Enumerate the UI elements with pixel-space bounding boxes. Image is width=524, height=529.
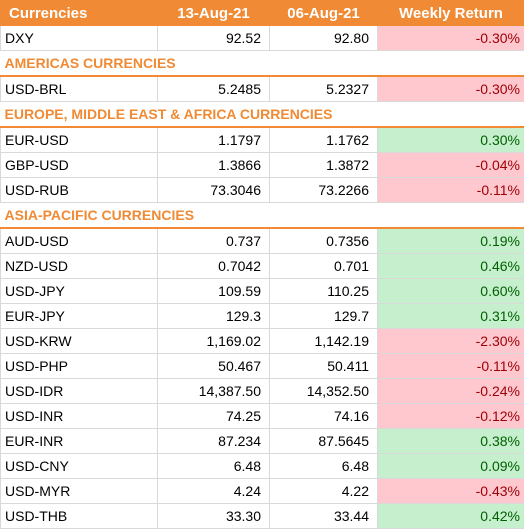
previous-rate: 1.1762: [270, 127, 378, 153]
current-rate: 1.3866: [158, 153, 270, 178]
previous-rate: 33.44: [270, 504, 378, 529]
current-rate: 33.30: [158, 504, 270, 529]
weekly-return: -0.04%: [378, 153, 524, 178]
current-rate: 73.3046: [158, 178, 270, 203]
previous-rate: 50.411: [270, 354, 378, 379]
current-rate: 0.737: [158, 228, 270, 254]
section-title: AMERICAS CURRENCIES: [1, 51, 524, 77]
weekly-return: -0.43%: [378, 479, 524, 504]
weekly-return: -2.30%: [378, 329, 524, 354]
current-rate: 92.52: [158, 26, 270, 51]
current-rate: 74.25: [158, 404, 270, 429]
current-rate: 0.7042: [158, 254, 270, 279]
previous-rate: 110.25: [270, 279, 378, 304]
currency-pair: USD-RUB: [1, 178, 158, 203]
section-header-row: AMERICAS CURRENCIES: [1, 51, 524, 77]
currency-pair: USD-MYR: [1, 479, 158, 504]
previous-rate: 0.7356: [270, 228, 378, 254]
previous-rate: 4.22: [270, 479, 378, 504]
currency-pair: USD-INR: [1, 404, 158, 429]
currency-pair: USD-JPY: [1, 279, 158, 304]
currency-pair: USD-PHP: [1, 354, 158, 379]
header-current-date: 13-Aug-21: [158, 1, 270, 26]
currency-pair: USD-CNY: [1, 454, 158, 479]
weekly-return: 0.30%: [378, 127, 524, 153]
previous-rate: 6.48: [270, 454, 378, 479]
weekly-return: 0.46%: [378, 254, 524, 279]
previous-rate: 129.7: [270, 304, 378, 329]
previous-rate: 87.5645: [270, 429, 378, 454]
current-rate: 1,169.02: [158, 329, 270, 354]
weekly-return: -0.24%: [378, 379, 524, 404]
currency-pair: USD-IDR: [1, 379, 158, 404]
current-rate: 1.1797: [158, 127, 270, 153]
weekly-return: 0.60%: [378, 279, 524, 304]
header-currencies: Currencies: [1, 1, 158, 26]
previous-rate: 0.701: [270, 254, 378, 279]
current-rate: 5.2485: [158, 76, 270, 102]
current-rate: 87.234: [158, 429, 270, 454]
current-rate: 50.467: [158, 354, 270, 379]
weekly-return: 0.31%: [378, 304, 524, 329]
current-rate: 109.59: [158, 279, 270, 304]
weekly-return: -0.12%: [378, 404, 524, 429]
currency-pair: USD-BRL: [1, 76, 158, 102]
currency-pair: USD-THB: [1, 504, 158, 529]
currency-pair: EUR-USD: [1, 127, 158, 153]
header-previous-date: 06-Aug-21: [270, 1, 378, 26]
weekly-return: -0.11%: [378, 178, 524, 203]
previous-rate: 1,142.19: [270, 329, 378, 354]
previous-rate: 74.16: [270, 404, 378, 429]
currency-pair: AUD-USD: [1, 228, 158, 254]
weekly-return: 0.09%: [378, 454, 524, 479]
previous-rate: 73.2266: [270, 178, 378, 203]
currency-pair: EUR-INR: [1, 429, 158, 454]
currency-pair: EUR-JPY: [1, 304, 158, 329]
previous-rate: 1.3872: [270, 153, 378, 178]
weekly-return: 0.38%: [378, 429, 524, 454]
currency-pair: GBP-USD: [1, 153, 158, 178]
header-weekly-return: Weekly Return: [378, 1, 524, 26]
weekly-return: 0.42%: [378, 504, 524, 529]
current-rate: 6.48: [158, 454, 270, 479]
section-header-row: ASIA-PACIFIC CURRENCIES: [1, 203, 524, 229]
current-rate: 129.3: [158, 304, 270, 329]
currency-pair: DXY: [1, 26, 158, 51]
weekly-return: 0.19%: [378, 228, 524, 254]
section-header-row: EUROPE, MIDDLE EAST & AFRICA CURRENCIES: [1, 102, 524, 128]
previous-rate: 5.2327: [270, 76, 378, 102]
weekly-return: -0.11%: [378, 354, 524, 379]
previous-rate: 14,352.50: [270, 379, 378, 404]
section-title: ASIA-PACIFIC CURRENCIES: [1, 203, 524, 229]
current-rate: 14,387.50: [158, 379, 270, 404]
currency-pair: USD-KRW: [1, 329, 158, 354]
current-rate: 4.24: [158, 479, 270, 504]
previous-rate: 92.80: [270, 26, 378, 51]
weekly-return: -0.30%: [378, 76, 524, 102]
header-row: Currencies 13-Aug-21 06-Aug-21 Weekly Re…: [1, 1, 524, 26]
section-title: EUROPE, MIDDLE EAST & AFRICA CURRENCIES: [1, 102, 524, 128]
weekly-return: -0.30%: [378, 26, 524, 51]
currency-pair: NZD-USD: [1, 254, 158, 279]
